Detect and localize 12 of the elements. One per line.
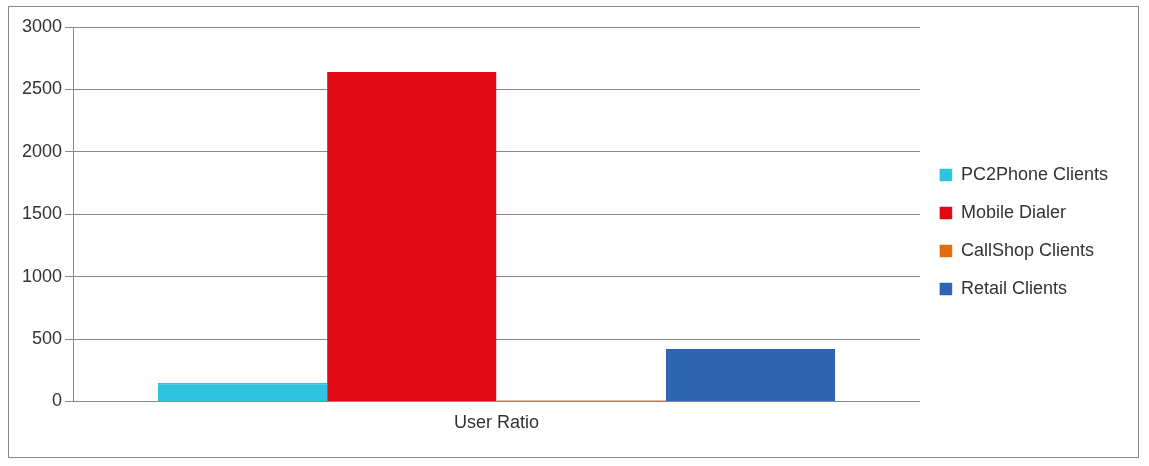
legend-label: PC2Phone Clients [960,163,1109,184]
y-tick-label: 2000 [22,140,63,161]
y-tick-label: 1000 [22,265,63,286]
legend-label: CallShop Clients [960,239,1094,260]
y-tick-label: 0 [52,390,63,411]
y-tick-label: 2500 [22,78,63,99]
legend-label: Retail Clients [960,277,1067,298]
x-tick-label: User Ratio [453,412,539,433]
legend-label: Mobile Dialer [960,201,1066,222]
y-tick-label: 3000 [22,15,63,36]
y-tick-label: 1500 [22,203,63,224]
y-tick-label: 500 [32,327,63,348]
